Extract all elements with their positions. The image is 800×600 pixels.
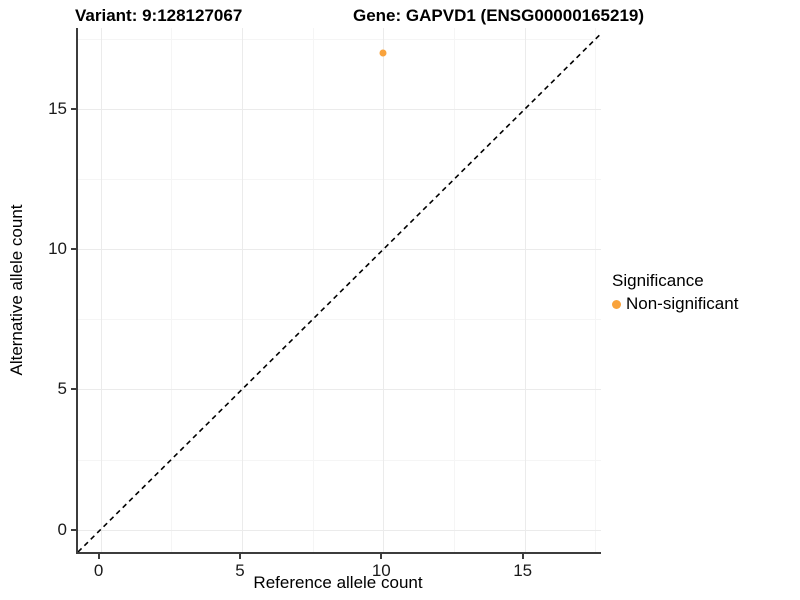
plot-title-gene: Gene: GAPVD1 (ENSG00000165219) xyxy=(353,6,645,25)
legend-entry-label: Non-significant xyxy=(626,294,739,313)
legend-entry: Non-significant xyxy=(612,294,738,314)
x-tick-label: 0 xyxy=(93,561,104,580)
y-tick-mark xyxy=(71,248,76,251)
x-tick-label: 5 xyxy=(235,561,245,580)
x-minor-gridline xyxy=(312,28,314,552)
y-major-gridline xyxy=(78,249,601,251)
x-tick-label: 15 xyxy=(513,561,533,580)
y-minor-gridline xyxy=(78,459,601,461)
y-minor-gridline xyxy=(78,179,601,181)
y-minor-gridline xyxy=(78,319,601,321)
x-tick-mark xyxy=(238,554,241,559)
x-tick-mark xyxy=(521,554,524,559)
x-major-gridline xyxy=(100,28,102,552)
identity-line xyxy=(78,33,601,552)
x-major-gridline xyxy=(524,28,526,552)
y-major-gridline xyxy=(78,529,601,531)
y-tick-mark xyxy=(71,108,76,111)
x-major-gridline xyxy=(383,28,385,552)
x-axis-title: Reference allele count xyxy=(253,573,423,592)
x-tick-mark xyxy=(380,554,383,559)
legend: Significance Non-significant xyxy=(612,271,738,314)
y-minor-gridline xyxy=(78,39,601,41)
y-major-gridline xyxy=(78,389,601,391)
y-tick-mark xyxy=(71,388,76,391)
plot-panel xyxy=(76,28,601,554)
x-minor-gridline xyxy=(171,28,173,552)
y-tick-label: 15 xyxy=(48,99,67,119)
y-tick-label: 5 xyxy=(57,379,67,399)
x-minor-gridline xyxy=(595,28,597,552)
x-tick-label: 10 xyxy=(371,561,391,580)
y-tick-label: 10 xyxy=(48,239,67,259)
y-tick-label: 0 xyxy=(57,519,67,539)
x-major-gridline xyxy=(241,28,243,552)
legend-title: Significance xyxy=(612,271,704,290)
x-tick-mark xyxy=(97,554,100,559)
y-axis-title: Alternative allele count xyxy=(7,204,26,376)
legend-point-icon xyxy=(612,299,621,309)
y-major-gridline xyxy=(78,109,601,111)
scatter-point xyxy=(379,49,387,57)
x-minor-gridline xyxy=(453,28,455,552)
y-tick-mark xyxy=(71,528,76,531)
plot-title-variant: Variant: 9:128127067 xyxy=(75,6,243,25)
